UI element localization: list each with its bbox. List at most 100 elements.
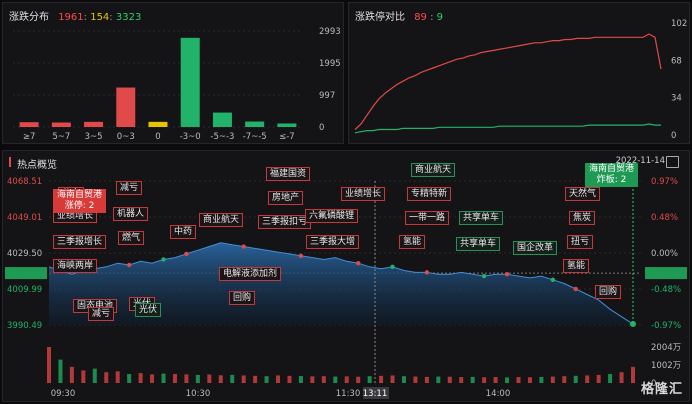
volume-bar: [482, 377, 487, 383]
hotspot-label[interactable]: 三季报扣亏: [258, 215, 312, 229]
hotspot-label[interactable]: 回购: [229, 291, 256, 305]
volume-bar: [631, 366, 635, 383]
brand-logo: 格隆汇: [640, 382, 683, 397]
volume-bar: [516, 377, 521, 383]
hotspot-label[interactable]: 一带一路: [405, 211, 450, 225]
hotspot-label[interactable]: 燃气: [118, 231, 145, 245]
highlight-limit-up[interactable]: 海南自贸港 涨停: 2: [53, 189, 107, 213]
hotspot-label[interactable]: 回购: [595, 285, 622, 299]
bar: [116, 87, 136, 127]
hotspot-label-green[interactable]: 商业航天: [411, 163, 456, 177]
hotspot-label[interactable]: 扭亏: [567, 235, 594, 249]
hotspot-label-green[interactable]: 光伏: [135, 303, 162, 317]
x-tick-label: 10:30: [186, 389, 211, 399]
hotspot-label[interactable]: 减亏: [116, 181, 143, 195]
volume-bar: [92, 368, 97, 383]
x-tick-label: 14:00: [486, 389, 511, 399]
volume-bar: [356, 376, 361, 383]
y-tick-right: 0.48%: [651, 213, 678, 223]
volume-bar: [161, 373, 166, 383]
event-dot: [424, 270, 430, 275]
x-tick-label: 11:30: [336, 389, 361, 399]
y-tick-left: 4049.01: [7, 213, 42, 223]
x-tick-label: 5~7: [52, 132, 70, 142]
hotspot-label[interactable]: 焦炭: [569, 211, 596, 225]
event-dot: [126, 262, 132, 268]
down-count: 3323: [115, 12, 142, 23]
volume-bar: [115, 371, 120, 383]
volume-bar: [608, 374, 613, 383]
volume-bar: [505, 377, 510, 383]
bar: [245, 121, 265, 127]
y-tick-label: 1995: [319, 59, 341, 69]
current-price-box: [5, 267, 47, 280]
hotspot-label[interactable]: 福建国资: [266, 167, 311, 181]
bar: [84, 121, 104, 127]
volume-bar: [390, 375, 395, 383]
date-label: 2022-11-14: [615, 156, 665, 166]
bar: [212, 112, 232, 127]
event-dot: [241, 244, 246, 249]
x-tick-label: ≥7: [23, 132, 36, 142]
distribution-title: 涨跌分布 1961: 154: 3323: [9, 12, 142, 23]
hotspot-label[interactable]: 天然气: [565, 187, 601, 201]
series-line: [354, 123, 661, 134]
volume-bar: [493, 377, 498, 383]
event-dot: [550, 277, 556, 282]
hotspot-label-green[interactable]: 国企改革: [513, 241, 558, 255]
y-tick-right: 0.00%: [651, 249, 678, 259]
event-dot: [481, 273, 487, 279]
last-dot: [630, 321, 636, 328]
hotspot-label[interactable]: 机器人: [113, 207, 149, 221]
bar: [19, 122, 39, 127]
hotspot-label[interactable]: 业绩增长: [341, 187, 386, 201]
volume-bar: [207, 374, 212, 383]
price-area: [49, 242, 633, 325]
limit-up-count: 89: [414, 12, 427, 23]
y-tick-left: 4029.50: [7, 249, 42, 259]
hotspot-title: 热点概览: [9, 156, 57, 171]
hotspot-label[interactable]: 氢能: [563, 259, 590, 273]
bar: [51, 122, 71, 127]
hotspot-label[interactable]: 三季报增长: [53, 235, 107, 249]
hotspot-label[interactable]: 减亏: [88, 307, 115, 321]
volume-bar: [550, 376, 555, 383]
event-dot: [390, 264, 395, 270]
hotspot-label[interactable]: 专精特新: [407, 187, 452, 201]
volume-bar: [276, 375, 281, 383]
x-tick-label: 0~3: [117, 132, 135, 142]
calendar-icon[interactable]: [666, 156, 679, 168]
bar: [148, 121, 168, 127]
volume-bar: [195, 374, 200, 383]
highlight-broken-board[interactable]: 海南自贸港 炸板: 2: [585, 163, 639, 187]
volume-bar: [230, 374, 235, 383]
crosshair-time-box: [363, 387, 389, 399]
volume-bar: [47, 347, 51, 383]
hotspot-label-green[interactable]: 共享单车: [456, 237, 501, 251]
event-dot: [298, 253, 304, 258]
hotspot-label[interactable]: 电解液添加剂: [219, 267, 282, 281]
volume-bar: [436, 376, 441, 383]
limit-panel: 涨跌停对比 89 : 9 102 68 34 0: [348, 2, 690, 144]
limit-chart: 102 68 34 0: [354, 19, 687, 141]
volume-bar: [367, 376, 372, 383]
hotspot-label[interactable]: 房地产: [268, 191, 304, 205]
volume-bar: [218, 375, 223, 383]
hotspot-label[interactable]: 商业航天: [199, 213, 244, 227]
limit-title: 涨跌停对比 89 : 9: [355, 12, 444, 23]
volume-tick: 2004万: [651, 343, 681, 353]
x-tick-label: 13:11: [363, 389, 388, 399]
hotspot-label[interactable]: 氢能: [399, 235, 426, 249]
hotspot-label[interactable]: 六氟磷酸锂: [305, 209, 359, 223]
hotspot-label[interactable]: 三季报大增: [306, 235, 360, 249]
x-tick-label: 0: [155, 132, 160, 142]
volume-bar: [298, 375, 303, 383]
hotspot-label-green[interactable]: 共享单车: [459, 211, 504, 225]
y-tick-label: 0: [319, 123, 324, 133]
event-dot: [504, 272, 510, 277]
volume-bar: [172, 374, 177, 383]
volume-bar: [527, 377, 532, 383]
hotspot-label[interactable]: 中药: [170, 225, 197, 239]
y-tick-right: -0.48%: [651, 285, 681, 295]
hotspot-label[interactable]: 海峡两岸: [53, 259, 98, 273]
